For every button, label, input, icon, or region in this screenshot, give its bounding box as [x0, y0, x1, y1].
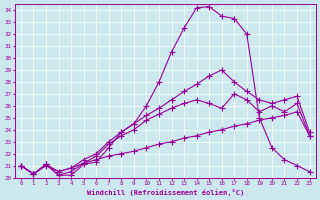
X-axis label: Windchill (Refroidissement éolien,°C): Windchill (Refroidissement éolien,°C)	[87, 189, 244, 196]
